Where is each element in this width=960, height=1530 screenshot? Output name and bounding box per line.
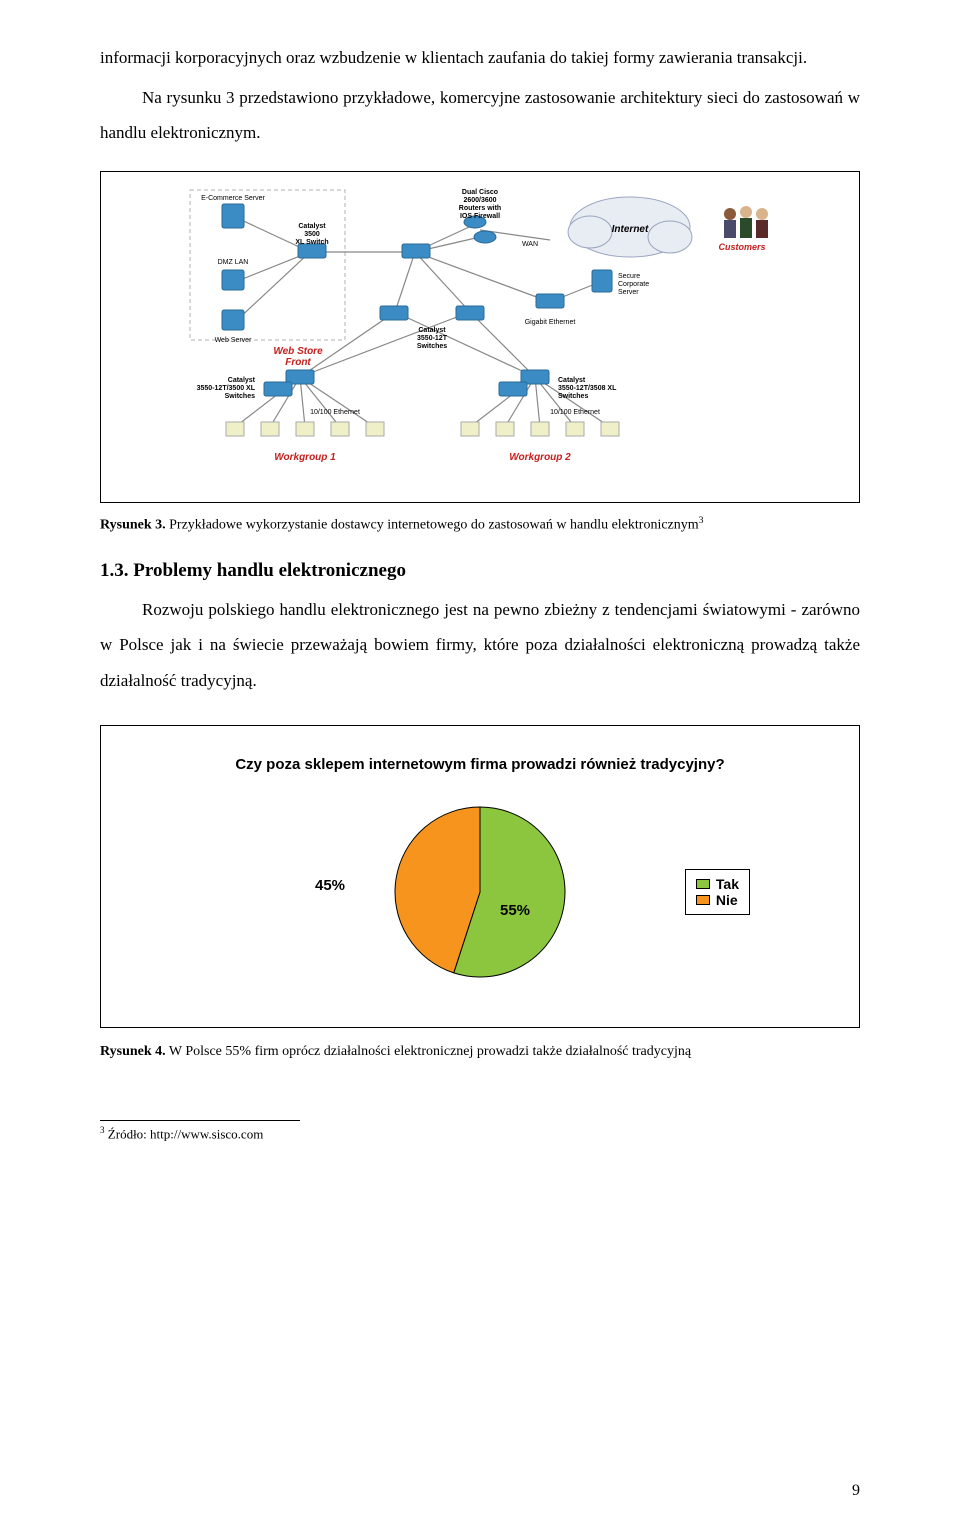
pie-chart bbox=[385, 797, 575, 987]
legend-row-nie: Nie bbox=[696, 892, 739, 908]
pie-pct-tak: 55% bbox=[500, 902, 530, 919]
caption4-text: W Polsce 55% firm oprócz działalności el… bbox=[166, 1044, 691, 1059]
legend-label-tak: Tak bbox=[716, 876, 739, 892]
internet-label: Internet bbox=[612, 224, 649, 235]
page-number: 9 bbox=[852, 1482, 860, 1500]
paragraph-2: Na rysunku 3 przedstawiono przykładowe, … bbox=[100, 80, 860, 151]
figure-3-box: Internet Customers bbox=[100, 171, 860, 503]
svg-text:Dual Cisco2600/3600Routers wit: Dual Cisco2600/3600Routers withIOS Firew… bbox=[459, 189, 501, 220]
svg-text:DMZ LAN: DMZ LAN bbox=[218, 259, 249, 266]
footnote-3: 3 Źródło: http://www.sisco.com bbox=[100, 1125, 860, 1142]
figure-4-caption: Rysunek 4. W Polsce 55% firm oprócz dzia… bbox=[100, 1044, 860, 1060]
legend-label-nie: Nie bbox=[716, 892, 738, 908]
caption4-bold: Rysunek 4. bbox=[100, 1044, 166, 1059]
figure-4-box: Czy poza sklepem internetowym firma prow… bbox=[100, 725, 860, 1028]
svg-text:10/100 Ethernet: 10/100 Ethernet bbox=[550, 409, 600, 416]
svg-text:10/100 Ethernet: 10/100 Ethernet bbox=[310, 409, 360, 416]
web-store-front-label: Web StoreFront bbox=[273, 346, 323, 368]
paragraph-1: informacji korporacyjnych oraz wzbudzeni… bbox=[100, 40, 860, 76]
customers-label: Customers bbox=[718, 242, 765, 252]
paragraph-3: Rozwoju polskiego handlu elektronicznego… bbox=[100, 592, 860, 699]
pie-pct-nie: 45% bbox=[315, 877, 345, 894]
svg-text:WAN: WAN bbox=[522, 241, 538, 248]
footnote-separator bbox=[100, 1120, 300, 1121]
figure-3-caption: Rysunek 3. Przykładowe wykorzystanie dos… bbox=[100, 515, 860, 534]
svg-text:Catalyst3500XL Switch: Catalyst3500XL Switch bbox=[295, 223, 328, 246]
section-title: 1.3. Problemy handlu elektronicznego bbox=[100, 560, 860, 582]
network-diagram: Internet Customers bbox=[180, 182, 780, 492]
svg-text:Catalyst3550-12T/3508 XLSwitch: Catalyst3550-12T/3508 XLSwitches bbox=[558, 377, 617, 400]
caption3-text: Przykładowe wykorzystanie dostawcy inter… bbox=[166, 518, 699, 533]
svg-text:Catalyst3550-12T/3500 XLSwitch: Catalyst3550-12T/3500 XLSwitches bbox=[197, 377, 256, 400]
swatch-tak bbox=[696, 879, 710, 889]
pie-legend: Tak Nie bbox=[685, 869, 750, 915]
pie-title: Czy poza sklepem internetowym firma prow… bbox=[200, 756, 760, 773]
svg-text:Catalyst3550-12TSwitches: Catalyst3550-12TSwitches bbox=[417, 327, 448, 350]
legend-row-tak: Tak bbox=[696, 876, 739, 892]
caption3-sup: 3 bbox=[699, 515, 704, 526]
svg-text:SecureCorporateServer: SecureCorporateServer bbox=[618, 273, 649, 296]
svg-text:Web Server: Web Server bbox=[215, 337, 252, 344]
workgroup1-label: Workgroup 1 bbox=[274, 452, 336, 463]
swatch-nie bbox=[696, 895, 710, 905]
footnote-text: Źródło: http://www.sisco.com bbox=[105, 1126, 264, 1141]
caption3-bold: Rysunek 3. bbox=[100, 518, 166, 533]
svg-text:Gigabit Ethernet: Gigabit Ethernet bbox=[525, 319, 576, 326]
svg-text:E-Commerce Server: E-Commerce Server bbox=[201, 195, 265, 202]
workgroup2-label: Workgroup 2 bbox=[509, 452, 571, 463]
